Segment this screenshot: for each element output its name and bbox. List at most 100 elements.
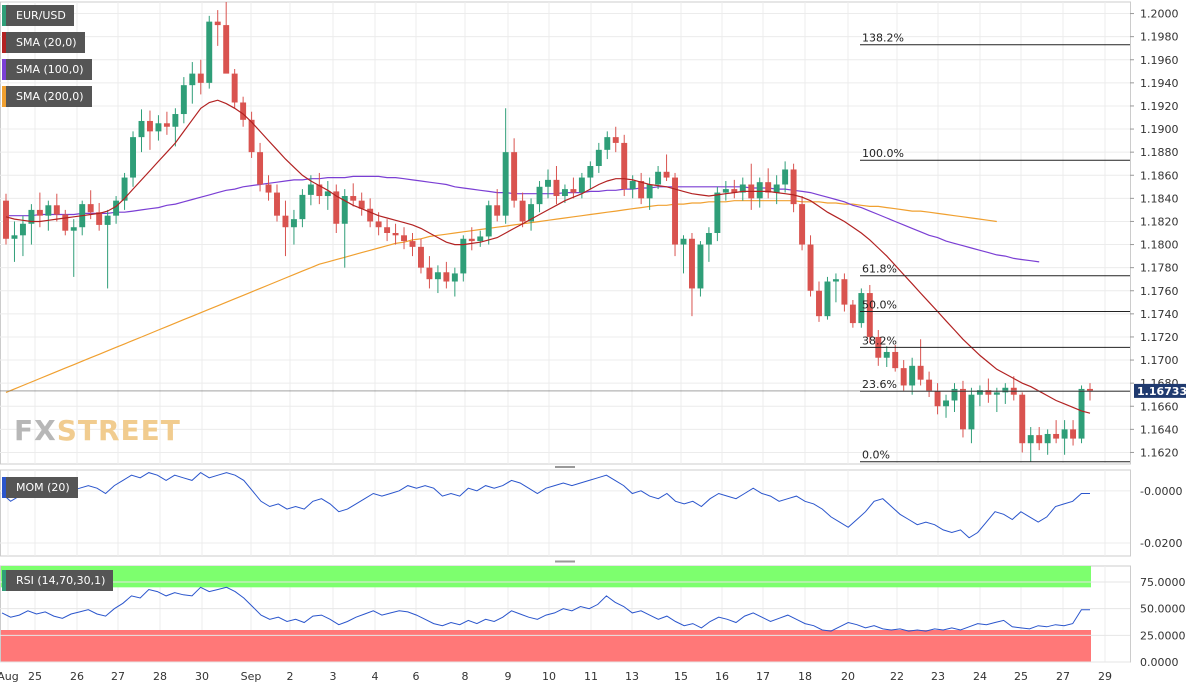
candle	[1061, 420, 1068, 455]
candle	[307, 175, 314, 206]
legend-sma100[interactable]: SMA (100,0)	[2, 59, 92, 80]
x-tick-label: 18	[798, 670, 812, 683]
candle-body	[163, 123, 170, 127]
candle-body	[621, 142, 628, 190]
candle	[773, 175, 780, 205]
candle	[104, 209, 111, 289]
candle-body	[1044, 433, 1051, 444]
rsi-tick-label: 25.0000	[1140, 629, 1186, 642]
candle	[832, 273, 839, 303]
rsi-overbought-zone	[1, 566, 1091, 588]
candle-body	[960, 388, 966, 430]
candle-body	[629, 181, 636, 190]
legend-sma20[interactable]: SMA (20,0)	[2, 32, 85, 53]
candle-body	[680, 238, 687, 245]
candle	[28, 204, 35, 245]
candle	[545, 169, 551, 199]
panel-separator	[0, 558, 1202, 565]
y-tick-label: 1.1900	[1140, 123, 1179, 136]
candle	[19, 215, 26, 257]
candle-body	[299, 194, 306, 220]
candle-body	[96, 212, 103, 225]
candle	[731, 179, 738, 199]
x-tick-label: 25	[1014, 670, 1028, 683]
candle-body	[434, 272, 441, 280]
mom-tick-label: -0.0000	[1140, 485, 1182, 498]
candle	[341, 189, 348, 268]
candle	[79, 200, 86, 236]
candle-body	[468, 238, 475, 242]
candle	[1044, 429, 1051, 455]
legend-mom[interactable]: MOM (20)	[2, 477, 78, 498]
candle-body	[1053, 433, 1060, 439]
candle-body	[3, 200, 9, 239]
candle	[689, 233, 695, 317]
candle-body	[578, 177, 585, 193]
x-tick-label: Aug	[0, 670, 19, 683]
candle-body	[87, 204, 94, 213]
candle	[960, 380, 966, 438]
x-tick-label: 11	[584, 670, 598, 683]
x-tick-label: 2	[287, 670, 294, 683]
legend-rsi[interactable]: RSI (14,70,30,1)	[2, 570, 114, 591]
y-tick-label: 1.1760	[1140, 285, 1179, 298]
candle-body	[782, 169, 789, 185]
y-tick-label: 1.1880	[1140, 146, 1179, 159]
candle-body	[189, 73, 196, 86]
candle-body	[223, 25, 230, 74]
candle-body	[290, 219, 297, 228]
fibonacci-levels: 138.2% 100.0% 61.8% 50.0% 38.2% 23.6% 0.0%	[0, 32, 1130, 463]
candle	[993, 387, 1000, 413]
candle-body	[460, 238, 467, 274]
rsi-tick-label: 0.0000	[1140, 656, 1179, 669]
candle	[824, 276, 831, 320]
candle	[257, 142, 264, 192]
candle	[451, 267, 458, 297]
current-price-tag	[1134, 383, 1186, 398]
x-tick-label: 27	[1056, 670, 1070, 683]
candle-body	[206, 21, 213, 83]
candle-body	[45, 205, 52, 216]
legend-symbol[interactable]: EUR/USD	[2, 5, 74, 26]
candle-body	[519, 200, 526, 222]
candle-body	[714, 192, 721, 233]
candle-body	[485, 205, 492, 237]
sma-20-line	[5, 99, 1091, 414]
candle-body	[553, 179, 560, 197]
candle-body	[595, 149, 602, 167]
candle	[248, 111, 255, 158]
candle	[502, 108, 509, 224]
candle	[214, 10, 221, 46]
candle-body	[502, 152, 509, 216]
y-tick-label: 1.1700	[1140, 354, 1179, 367]
legend-sma200[interactable]: SMA (200,0)	[2, 86, 92, 107]
candle-body	[70, 227, 77, 231]
candle-body	[257, 152, 264, 185]
candle	[180, 77, 187, 124]
candle	[147, 110, 153, 150]
x-tick-label: 16	[715, 670, 729, 683]
candle-body	[612, 137, 619, 143]
logo-fx: FX	[14, 414, 57, 447]
candle-body	[604, 137, 611, 150]
candle	[672, 172, 678, 257]
candle-body	[240, 102, 247, 120]
candle-body	[384, 227, 391, 233]
candle-body	[790, 169, 797, 205]
x-tick-label: 9	[505, 670, 512, 683]
candle	[883, 346, 890, 367]
candle-body	[545, 179, 551, 187]
candle	[485, 200, 492, 245]
candle-body	[443, 272, 450, 282]
candle	[477, 230, 484, 247]
candle-body	[1019, 394, 1026, 444]
x-tick-label: 20	[841, 670, 855, 683]
candle-body	[976, 390, 983, 395]
candle-body	[214, 21, 221, 26]
y-tick-label: 1.2000	[1140, 8, 1179, 21]
candle	[528, 198, 535, 231]
candle-body	[155, 123, 162, 132]
candle-body	[130, 137, 136, 178]
candle	[561, 184, 568, 203]
